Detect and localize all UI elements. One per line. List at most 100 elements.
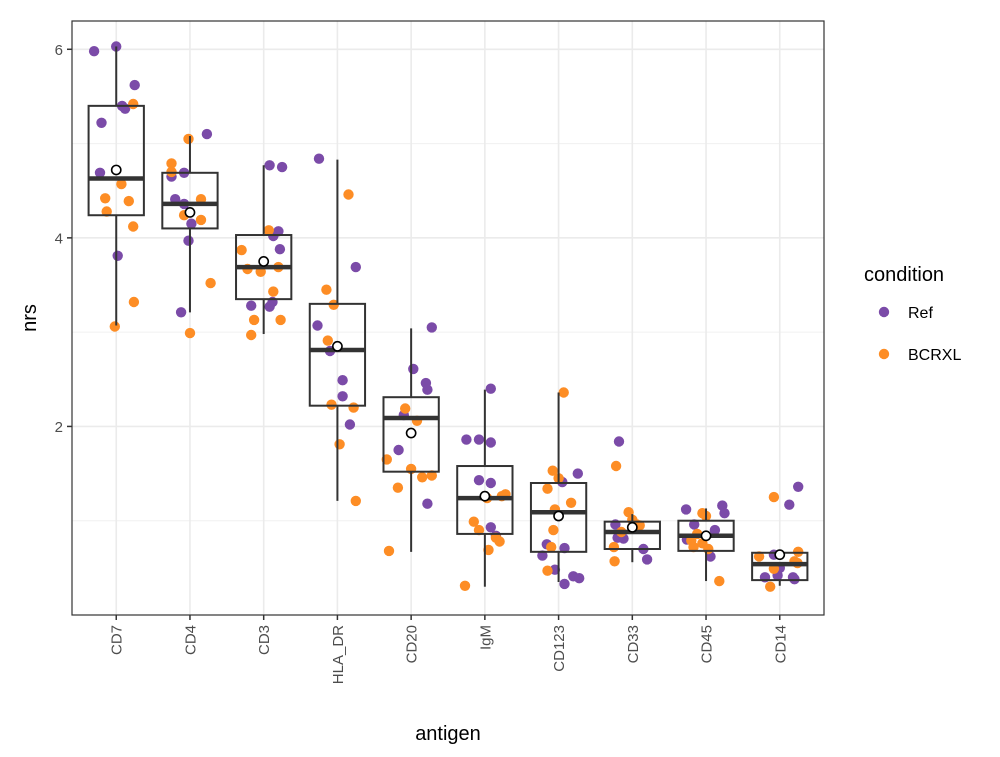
x-tick-label: CD123 [551, 625, 568, 672]
data-point-bcrxl [558, 387, 569, 398]
data-point-ref [344, 419, 356, 430]
data-point-bcrxl [494, 536, 505, 547]
data-point-bcrxl [183, 133, 194, 145]
data-point-bcrxl [123, 195, 134, 207]
box-cd123 [529, 392, 588, 582]
data-point-bcrxl [348, 402, 359, 413]
data-point-bcrxl [610, 460, 622, 472]
data-point-ref [408, 363, 419, 375]
data-point-ref [94, 167, 106, 178]
data-point-bcrxl [268, 286, 279, 297]
legend-label-bcrxl: BCRXL [908, 347, 961, 364]
data-point-bcrxl [753, 551, 765, 562]
data-point-bcrxl [116, 178, 127, 190]
data-point-ref [473, 434, 485, 445]
y-tick-label: 6 [55, 42, 63, 59]
data-point-ref [426, 322, 437, 333]
data-point-ref [422, 384, 433, 395]
mean-marker [110, 164, 122, 176]
data-point-ref [337, 375, 348, 386]
mean-marker [774, 549, 786, 561]
data-point-bcrxl [548, 524, 559, 536]
mean-marker [405, 427, 417, 439]
x-tick-label: IgM [477, 625, 494, 650]
legend-key-bcrxl [878, 348, 890, 360]
data-point-bcrxl [459, 580, 471, 591]
data-point-bcrxl [350, 495, 361, 507]
data-point-ref [473, 475, 485, 486]
y-tick-label: 2 [55, 419, 63, 436]
data-point-ref [312, 320, 323, 331]
data-point-bcrxl [546, 541, 557, 553]
data-point-bcrxl [703, 543, 714, 555]
box-cd45 [677, 508, 735, 582]
box-cd7 [87, 46, 145, 326]
data-point-bcrxl [565, 497, 577, 508]
data-point-ref [689, 519, 700, 530]
data-point-bcrxl [392, 482, 404, 493]
y-axis: 2 4 6 [55, 42, 72, 436]
data-point-bcrxl [383, 545, 395, 557]
data-point-bcrxl [473, 524, 485, 536]
data-point-ref [461, 434, 472, 445]
data-point-ref [485, 477, 496, 489]
mean-marker [700, 530, 712, 542]
data-point-bcrxl [100, 193, 111, 204]
data-point-ref [276, 161, 288, 173]
data-point-ref [422, 498, 433, 509]
data-point-bcrxl [128, 221, 139, 232]
data-point-ref [680, 504, 692, 515]
data-point-bcrxl [608, 541, 620, 553]
data-point-ref [793, 481, 804, 492]
data-point-bcrxl [128, 296, 140, 308]
plot-panel-border [71, 20, 825, 616]
x-tick-label: CD4 [182, 625, 199, 655]
box-iqr [308, 302, 367, 407]
y-tick-label: 4 [55, 230, 63, 247]
data-point-ref [559, 542, 570, 554]
data-point-ref [709, 524, 721, 536]
data-point-bcrxl [765, 581, 776, 592]
data-point-ref [88, 46, 100, 57]
data-point-bcrxl [166, 158, 177, 169]
box-iqr [161, 171, 219, 230]
data-point-bcrxl [246, 329, 257, 341]
data-point-ref [246, 300, 257, 311]
x-tick-label: CD7 [109, 625, 126, 655]
data-point-bcrxl [322, 335, 333, 346]
box-cd20 [382, 328, 440, 552]
x-tick-label: HLA_DR [330, 625, 347, 684]
mean-marker [332, 340, 343, 352]
data-point-ref [183, 235, 194, 246]
data-point-bcrxl [321, 284, 332, 295]
data-point-bcrxl [275, 314, 286, 326]
legend: condition Ref BCRXL [864, 264, 961, 364]
data-point-ref [201, 128, 213, 140]
x-tick-label: CD14 [772, 625, 789, 663]
mean-marker [184, 206, 196, 218]
data-point-bcrxl [263, 225, 274, 236]
data-point-ref [96, 117, 107, 128]
box-iqr [603, 520, 661, 551]
legend-key-ref [878, 306, 890, 318]
mean-marker [479, 490, 491, 502]
data-point-bcrxl [483, 544, 494, 556]
legend-label-ref: Ref [908, 305, 933, 322]
data-point-bcrxl [714, 575, 725, 587]
data-point-bcrxl [184, 327, 196, 339]
mean-marker [553, 510, 564, 522]
data-point-ref [784, 499, 795, 510]
data-point-bcrxl [688, 541, 699, 553]
data-point-bcrxl [542, 565, 553, 576]
box-cd4 [161, 136, 219, 313]
data-point-bcrxl [609, 556, 620, 567]
data-point-ref [537, 550, 548, 561]
data-point-ref [485, 522, 496, 533]
box-cd14 [751, 549, 809, 586]
x-tick-label: CD45 [699, 625, 716, 663]
data-point-ref [574, 573, 585, 584]
data-point-ref [485, 437, 496, 448]
data-point-ref [485, 383, 496, 394]
data-point-bcrxl [343, 189, 354, 200]
box-hla_dr [308, 159, 367, 501]
